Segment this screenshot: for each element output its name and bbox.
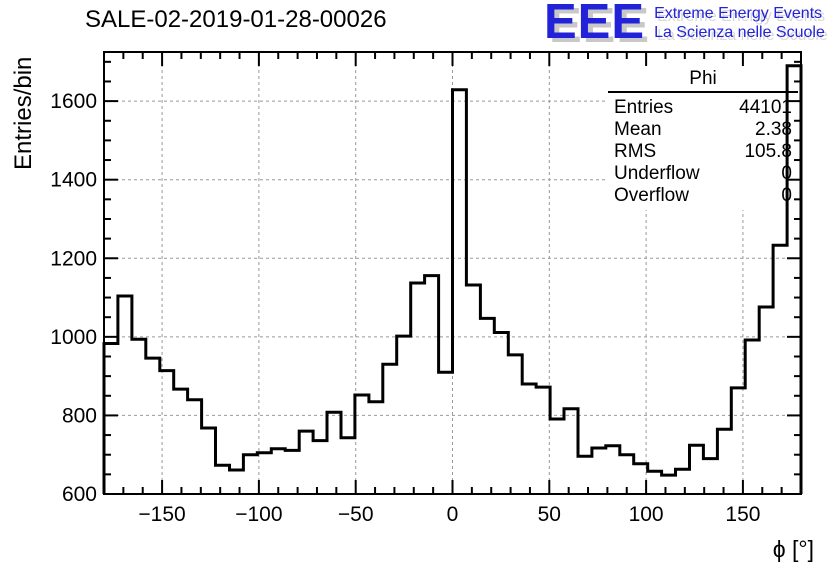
chart-title: SALE-02-2019-01-28-00026 xyxy=(85,6,387,33)
y-tick-label: 1200 xyxy=(50,247,97,270)
y-tick-label: 600 xyxy=(62,483,97,506)
eee-logo-line2: La Scienza nelle Scuole xyxy=(654,24,825,41)
x-tick-label: −50 xyxy=(338,503,374,526)
stats-row-value: 2.38 xyxy=(755,119,792,140)
stats-row-label: RMS xyxy=(614,141,656,162)
stats-title: Phi xyxy=(689,68,716,89)
x-tick-label: −100 xyxy=(235,503,282,526)
y-tick-label: 800 xyxy=(62,404,97,427)
y-tick-label: 1000 xyxy=(50,326,97,349)
stats-box xyxy=(608,62,798,210)
eee-logo-text: Extreme Energy Events La Scienza nelle S… xyxy=(654,4,825,42)
stats-row-label: Mean xyxy=(614,119,662,140)
x-tick-label: −150 xyxy=(138,503,185,526)
y-tick-label: 1400 xyxy=(50,169,97,192)
y-axis-title: Entries/bin xyxy=(10,56,37,170)
stats-row-label: Entries xyxy=(614,97,673,118)
x-axis-title: ϕ [°] xyxy=(772,536,814,562)
x-tick-label: 100 xyxy=(629,503,664,526)
x-tick-label: 50 xyxy=(538,503,561,526)
stats-row-label: Underflow xyxy=(614,163,700,184)
x-tick-label: 0 xyxy=(447,503,459,526)
stats-row-label: Overflow xyxy=(614,185,689,206)
eee-logo: EEE Extreme Energy Events La Scienza nel… xyxy=(544,0,825,49)
stats-row-value: 44101 xyxy=(739,97,792,118)
eee-logo-acronym: EEE xyxy=(544,0,646,49)
stats-row-value: 105.8 xyxy=(744,141,792,162)
eee-logo-line1: Extreme Energy Events xyxy=(654,5,823,22)
y-tick-label: 1600 xyxy=(50,90,97,113)
x-tick-label: 150 xyxy=(725,503,760,526)
histogram-line xyxy=(102,64,803,494)
